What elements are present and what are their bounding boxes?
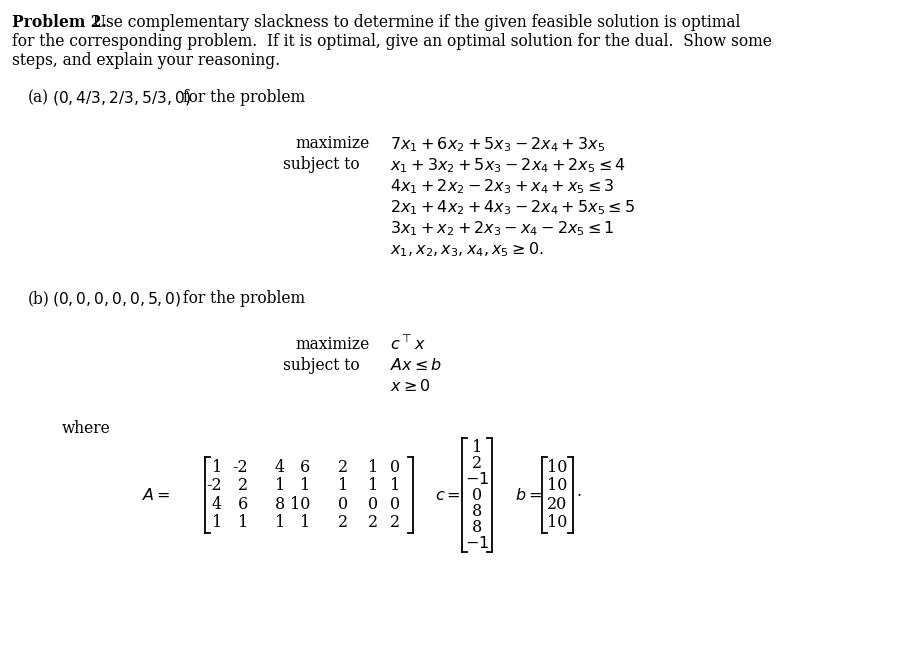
- Text: $x \geq 0$: $x \geq 0$: [390, 378, 431, 395]
- Text: 0: 0: [390, 495, 400, 513]
- Text: $c =$: $c =$: [435, 487, 461, 503]
- Text: (b): (b): [28, 290, 50, 307]
- Text: 1: 1: [299, 477, 310, 494]
- Text: 2: 2: [390, 514, 400, 531]
- Text: $2x_1 + 4x_2 + 4x_3 - 2x_4 + 5x_5 \leq 5$: $2x_1 + 4x_2 + 4x_3 - 2x_4 + 5x_5 \leq 5…: [390, 198, 635, 217]
- Text: maximize: maximize: [295, 135, 369, 152]
- Text: 1: 1: [472, 438, 483, 456]
- Text: 10: 10: [547, 477, 567, 494]
- Text: 2: 2: [338, 459, 348, 475]
- Text: 1: 1: [390, 477, 400, 494]
- Text: steps, and explain your reasoning.: steps, and explain your reasoning.: [12, 52, 280, 69]
- Text: $Ax \leq b$: $Ax \leq b$: [390, 357, 443, 374]
- Text: 0: 0: [472, 487, 482, 503]
- Text: 0: 0: [368, 495, 378, 513]
- Text: 6: 6: [238, 495, 248, 513]
- Text: -2: -2: [232, 459, 248, 475]
- Text: for the corresponding problem.  If it is optimal, give an optimal solution for t: for the corresponding problem. If it is …: [12, 33, 772, 50]
- Text: .: .: [577, 483, 582, 499]
- Text: 1: 1: [367, 477, 378, 494]
- Text: Use complementary slackness to determine if the given feasible solution is optim: Use complementary slackness to determine…: [88, 14, 740, 31]
- Text: 4: 4: [212, 495, 222, 513]
- Text: 1: 1: [275, 514, 285, 531]
- Text: $(0, 0, 0, 0, 0, 5, 0)$: $(0, 0, 0, 0, 0, 5, 0)$: [52, 290, 181, 308]
- Text: 2: 2: [368, 514, 378, 531]
- Text: 0: 0: [338, 495, 348, 513]
- Text: 1: 1: [367, 459, 378, 475]
- Text: 8: 8: [275, 495, 285, 513]
- Text: 0: 0: [390, 459, 400, 475]
- Text: $A =$: $A =$: [142, 487, 171, 503]
- Text: maximize: maximize: [295, 336, 369, 353]
- Text: 1: 1: [337, 477, 348, 494]
- Text: $c^\top x$: $c^\top x$: [390, 336, 425, 354]
- Text: for the problem: for the problem: [178, 89, 305, 106]
- Text: 20: 20: [547, 495, 567, 513]
- Text: -2: -2: [207, 477, 222, 494]
- Text: 1: 1: [238, 514, 248, 531]
- Text: 1: 1: [275, 477, 285, 494]
- Text: 8: 8: [472, 519, 483, 535]
- Text: $x_1 + 3x_2 + 5x_3 - 2x_4 + 2x_5 \leq 4$: $x_1 + 3x_2 + 5x_3 - 2x_4 + 2x_5 \leq 4$: [390, 156, 626, 175]
- Text: $b =$: $b =$: [515, 487, 542, 503]
- Text: $x_1, x_2, x_3, x_4, x_5 \geq 0.$: $x_1, x_2, x_3, x_4, x_5 \geq 0.$: [390, 240, 543, 259]
- Text: 4: 4: [275, 459, 285, 475]
- Text: 8: 8: [472, 503, 483, 519]
- Text: 2: 2: [472, 454, 482, 471]
- Text: $-1$: $-1$: [465, 471, 489, 487]
- Text: 2: 2: [238, 477, 248, 494]
- Text: Problem 2.: Problem 2.: [12, 14, 107, 31]
- Text: $-1$: $-1$: [465, 535, 489, 551]
- Text: (a): (a): [28, 89, 49, 106]
- Text: 1: 1: [211, 459, 222, 475]
- Text: subject to: subject to: [283, 156, 359, 173]
- Text: for the problem: for the problem: [178, 290, 305, 307]
- Text: where: where: [62, 420, 111, 437]
- Text: 10: 10: [547, 514, 567, 531]
- Text: $(0, 4/3, 2/3, 5/3, 0)$: $(0, 4/3, 2/3, 5/3, 0)$: [52, 89, 191, 107]
- Text: subject to: subject to: [283, 357, 359, 374]
- Text: $4x_1 + 2x_2 - 2x_3 + x_4 + x_5 \leq 3$: $4x_1 + 2x_2 - 2x_3 + x_4 + x_5 \leq 3$: [390, 177, 615, 196]
- Text: 1: 1: [211, 514, 222, 531]
- Text: $3x_1 + x_2 + 2x_3 - x_4 - 2x_5 \leq 1$: $3x_1 + x_2 + 2x_3 - x_4 - 2x_5 \leq 1$: [390, 219, 615, 237]
- Text: 6: 6: [299, 459, 310, 475]
- Text: 1: 1: [299, 514, 310, 531]
- Text: 2: 2: [338, 514, 348, 531]
- Text: 10: 10: [547, 459, 567, 475]
- Text: 10: 10: [289, 495, 310, 513]
- Text: $7x_1 + 6x_2 + 5x_3 - 2x_4 + 3x_5$: $7x_1 + 6x_2 + 5x_3 - 2x_4 + 3x_5$: [390, 135, 605, 154]
